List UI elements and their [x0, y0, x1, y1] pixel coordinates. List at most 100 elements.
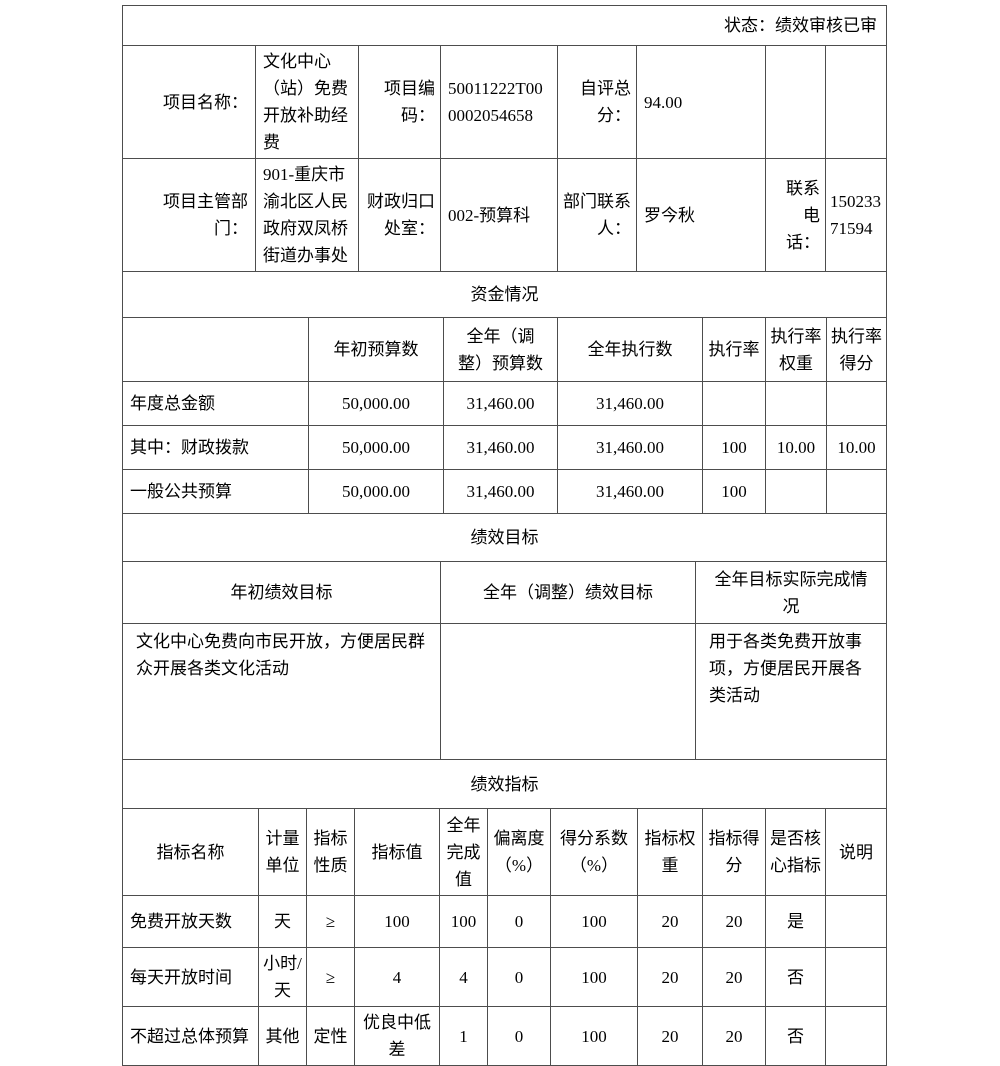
contact-value: 罗今秋: [636, 158, 766, 272]
indicator-cell: 20: [637, 947, 703, 1007]
indicator-cell: 20: [702, 1006, 766, 1066]
indicator-col-header: 说明: [824, 808, 888, 896]
section-title-funds: 资金情况: [121, 271, 888, 318]
indicator-cell: [824, 947, 888, 1007]
empty-cell: [825, 45, 887, 159]
indicator-col-header: 计量单位: [258, 808, 307, 896]
indicator-cell: 4: [439, 947, 488, 1007]
table-row: 其中：财政拨款 50,000.00 31,460.00 31,460.00 10…: [122, 425, 888, 470]
table-row: 免费开放天数 天 ≥ 100 100 0 100 20 20 是: [122, 895, 888, 948]
project-code-value: 50011222T000002054658: [440, 45, 558, 159]
indicator-cell: ≥: [306, 895, 355, 948]
funds-cell: 100: [702, 469, 766, 514]
indicator-cell: 100: [354, 895, 440, 948]
indicator-cell: 20: [637, 895, 703, 948]
funds-cell: [825, 381, 888, 426]
empty-cell: [765, 45, 826, 159]
indicator-cell: [824, 1006, 888, 1066]
goal-actual-text: 用于各类免费开放事项，方便居民开展各类活动: [695, 623, 887, 760]
funds-cell: [702, 381, 766, 426]
funds-cell: 50,000.00: [308, 381, 444, 426]
goals-col-header: 全年（调整）绩效目标: [440, 561, 696, 624]
dept-label: 项目主管部门：: [122, 158, 256, 272]
section-title-goals: 绩效目标: [122, 513, 887, 562]
funds-cell: [765, 469, 827, 514]
indicator-name: 免费开放天数: [122, 895, 259, 948]
funds-cell: 31,460.00: [557, 425, 703, 470]
indicator-cell: 1: [439, 1006, 488, 1066]
goals-col-header: 年初绩效目标: [122, 561, 441, 624]
indicator-cell: 天: [258, 895, 307, 948]
funds-col-header: [122, 317, 309, 382]
indicator-cell: 100: [550, 947, 638, 1007]
indicator-cell: 否: [765, 947, 826, 1007]
funds-cell: 31,460.00: [443, 469, 558, 514]
project-code-label: 项目编码：: [358, 45, 441, 159]
table-row: 每天开放时间 小时/天 ≥ 4 4 0 100 20 20 否: [122, 947, 888, 1007]
funds-cell: [825, 469, 888, 514]
funds-col-header: 执行率: [702, 317, 766, 382]
table-row: 一般公共预算 50,000.00 31,460.00 31,460.00 100: [122, 469, 888, 514]
indicator-col-header: 指标值: [354, 808, 440, 896]
indicator-cell: 4: [354, 947, 440, 1007]
dept-value: 901-重庆市渝北区人民政府双凤桥街道办事处: [255, 158, 359, 272]
indicator-cell: 100: [550, 1006, 638, 1066]
performance-report-document: 状态：绩效审核已审 项目名称： 文化中心（站）免费开放补助经费 项目编码： 50…: [121, 5, 888, 1066]
indicator-cell: 其他: [258, 1006, 307, 1066]
funds-col-header: 年初预算数: [308, 317, 444, 382]
funds-row-label: 年度总金额: [122, 381, 309, 426]
goals-table: 绩效目标 年初绩效目标 全年（调整）绩效目标 全年目标实际完成情况 文化中心免费…: [122, 513, 887, 760]
goal-initial-text: 文化中心免费向市民开放，方便居民群众开展各类文化活动: [122, 623, 441, 760]
finance-office-label: 财政归口处室：: [358, 158, 441, 272]
funds-cell: 100: [702, 425, 766, 470]
funds-row-label: 其中：财政拨款: [122, 425, 309, 470]
indicator-col-header: 全年完成值: [439, 808, 488, 896]
indicator-col-header: 指标权重: [637, 808, 703, 896]
indicator-cell: 小时/天: [258, 947, 307, 1007]
indicator-cell: 0: [487, 947, 551, 1007]
indicator-cell: 100: [439, 895, 488, 948]
table-row: 不超过总体预算 其他 定性 优良中低差 1 0 100 20 20 否: [122, 1006, 888, 1066]
section-title-indicators: 绩效指标: [121, 759, 888, 809]
indicator-cell: 优良中低差: [354, 1006, 440, 1066]
funds-table: 资金情况 年初预算数 全年（调整）预算数 全年执行数 执行率 执行率权重 执行率…: [121, 271, 888, 514]
indicator-name: 每天开放时间: [122, 947, 259, 1007]
contact-label: 部门联系人：: [557, 158, 637, 272]
project-name-label: 项目名称：: [122, 45, 256, 159]
funds-cell: 10.00: [825, 425, 888, 470]
funds-col-header: 全年（调整）预算数: [443, 317, 558, 382]
indicator-cell: 0: [487, 895, 551, 948]
funds-cell: 10.00: [765, 425, 827, 470]
project-name-value: 文化中心（站）免费开放补助经费: [255, 45, 359, 159]
indicator-col-header: 指标名称: [122, 808, 259, 896]
funds-cell: 31,460.00: [443, 381, 558, 426]
indicator-col-header: 偏离度（%）: [487, 808, 551, 896]
funds-col-header: 执行率权重: [765, 317, 827, 382]
indicator-col-header: 是否核心指标: [765, 808, 826, 896]
finance-office-value: 002-预算科: [440, 158, 558, 272]
indicator-cell: 否: [765, 1006, 826, 1066]
indicator-col-header: 指标性质: [306, 808, 355, 896]
indicator-cell: 定性: [306, 1006, 355, 1066]
indicator-name: 不超过总体预算: [122, 1006, 259, 1066]
funds-cell: 50,000.00: [308, 425, 444, 470]
funds-col-header: 执行率得分: [825, 317, 888, 382]
funds-col-header: 全年执行数: [557, 317, 703, 382]
indicator-cell: 0: [487, 1006, 551, 1066]
indicators-table: 绩效指标 指标名称 计量单位 指标性质 指标值 全年完成值 偏离度（%） 得分系…: [121, 759, 888, 1066]
phone-label: 联系电话：: [765, 158, 826, 272]
self-score-label: 自评总分：: [557, 45, 637, 159]
phone-value: 15023371594: [825, 158, 887, 272]
indicator-col-header: 得分系数（%）: [550, 808, 638, 896]
indicator-cell: [824, 895, 888, 948]
table-row: 文化中心免费向市民开放，方便居民群众开展各类文化活动 用于各类免费开放事项，方便…: [122, 623, 887, 760]
status-text: 状态：绩效审核已审: [122, 5, 887, 46]
indicator-col-header: 指标得分: [702, 808, 766, 896]
funds-cell: [765, 381, 827, 426]
project-info-table: 状态：绩效审核已审 项目名称： 文化中心（站）免费开放补助经费 项目编码： 50…: [122, 5, 887, 272]
funds-cell: 31,460.00: [557, 469, 703, 514]
funds-cell: 31,460.00: [557, 381, 703, 426]
indicator-cell: 是: [765, 895, 826, 948]
funds-row-label: 一般公共预算: [122, 469, 309, 514]
table-row: 年度总金额 50,000.00 31,460.00 31,460.00: [122, 381, 888, 426]
